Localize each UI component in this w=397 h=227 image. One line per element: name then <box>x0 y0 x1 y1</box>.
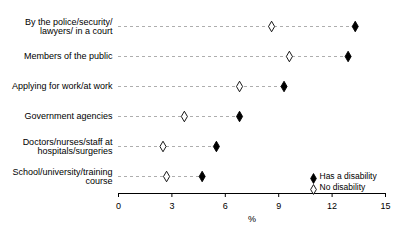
svg-text:15: 15 <box>380 201 390 211</box>
svg-text:6: 6 <box>223 201 228 211</box>
svg-text:Members of the public: Members of the public <box>24 51 113 61</box>
svg-text:9: 9 <box>276 201 281 211</box>
svg-text:12: 12 <box>327 201 337 211</box>
svg-text:Has a disability: Has a disability <box>320 171 378 181</box>
svg-text:By the police/security/lawyers: By the police/security/lawyers/ in a cou… <box>25 17 113 36</box>
svg-text:No disability: No disability <box>320 182 367 192</box>
svg-text:School/university/trainingcour: School/university/trainingcourse <box>12 167 112 186</box>
svg-text:0: 0 <box>116 201 121 211</box>
svg-text:Government agencies: Government agencies <box>24 111 113 121</box>
svg-text:%: % <box>248 214 256 224</box>
svg-text:Applying for work/at work: Applying for work/at work <box>12 81 113 91</box>
svg-text:Doctors/nurses/staff athospita: Doctors/nurses/staff athospitals/surgeri… <box>23 137 113 156</box>
svg-text:3: 3 <box>169 201 174 211</box>
